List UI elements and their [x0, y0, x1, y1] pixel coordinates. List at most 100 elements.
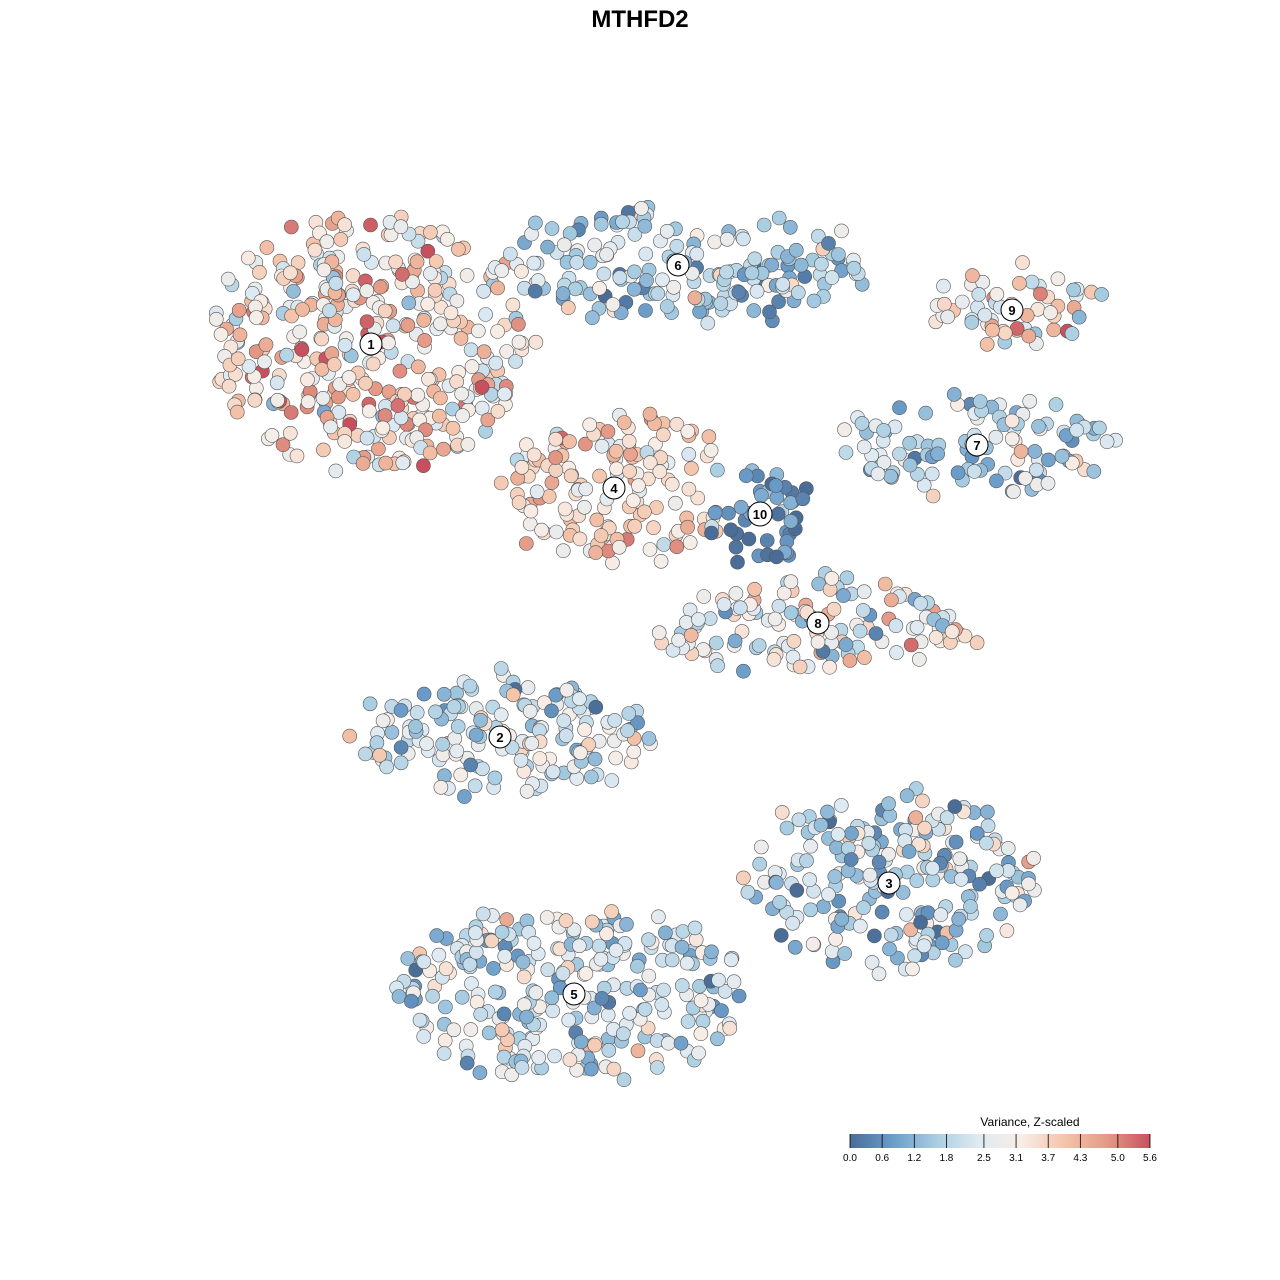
scatter-point	[783, 605, 799, 621]
scatter-point	[558, 913, 574, 928]
scatter-point	[1012, 275, 1027, 291]
cluster-label-5: 5	[562, 982, 586, 1006]
scatter-point	[649, 1060, 665, 1075]
scatter-point	[939, 810, 955, 826]
scatter-point	[375, 713, 391, 729]
scatter-point	[889, 645, 904, 660]
scatter-point	[540, 962, 556, 978]
scatter-point	[655, 427, 671, 443]
scatter-point	[577, 722, 592, 738]
scatter-point	[668, 495, 683, 511]
scatter-point	[440, 232, 455, 247]
scatter-point	[523, 503, 539, 519]
scatter-point	[569, 1062, 585, 1078]
scatter-point	[669, 539, 685, 555]
scatter-point	[630, 715, 645, 731]
scatter-point	[587, 751, 603, 767]
scatter-point	[916, 938, 932, 954]
scatter-point	[874, 904, 890, 920]
cluster-label-badge	[488, 725, 512, 749]
scatter-point	[583, 769, 599, 785]
scatter-point	[680, 424, 696, 439]
scatter-point	[689, 246, 705, 262]
scatter-point	[385, 318, 401, 334]
scatter-point	[641, 968, 657, 984]
scatter-point	[813, 817, 829, 833]
scatter-point	[623, 446, 638, 462]
scatter-point	[771, 210, 787, 226]
scatter-point	[988, 429, 1004, 445]
scatter-point	[356, 247, 372, 262]
scatter-point	[403, 993, 419, 1009]
scatter-point	[1022, 393, 1037, 409]
scatter-point	[358, 375, 373, 391]
scatter-point	[275, 437, 291, 453]
scatter-point	[463, 757, 478, 773]
scatter-point	[300, 372, 315, 388]
legend-colorbar	[850, 1134, 1150, 1148]
scatter-point	[868, 626, 884, 641]
scatter-point	[607, 713, 623, 728]
scatter-point	[410, 359, 426, 375]
scatter-point	[472, 1065, 488, 1080]
scatter-point	[578, 481, 594, 497]
scatter-point	[913, 915, 928, 930]
scatter-point	[316, 262, 332, 278]
scatter-point	[883, 468, 898, 484]
scatter-point	[494, 924, 510, 940]
scatter-point	[783, 513, 799, 529]
scatter-point	[658, 925, 673, 941]
scatter-point	[888, 618, 904, 634]
scatter-point	[773, 928, 789, 943]
cluster-label-6: 6	[666, 253, 690, 277]
scatter-point	[333, 232, 349, 247]
scatter-point	[664, 476, 680, 492]
scatter-point	[504, 1067, 520, 1083]
scatter-point	[548, 431, 564, 447]
scatter-point	[864, 955, 880, 970]
scatter-point	[391, 989, 407, 1004]
scatter-point	[659, 299, 675, 314]
scatter-point	[925, 488, 941, 504]
scatter-point	[985, 322, 1000, 338]
scatter-point	[527, 283, 543, 299]
scatter-point	[241, 359, 257, 374]
scatter-point	[425, 988, 440, 1004]
scatter-point	[731, 284, 747, 300]
scatter-point	[1094, 287, 1109, 302]
scatter-point	[594, 991, 610, 1006]
scatter-point	[723, 952, 739, 968]
scatter-point	[792, 659, 808, 675]
scatter-point	[626, 744, 642, 760]
chart-title: MTHFD2	[591, 6, 688, 33]
scatter-point	[915, 793, 930, 809]
scatter-point	[711, 972, 726, 988]
scatter-point	[220, 271, 236, 287]
scatter-point	[528, 334, 544, 350]
scatter-point	[615, 1026, 631, 1042]
legend-tick-label: 5.6	[1143, 1153, 1157, 1164]
scatter-point	[619, 916, 634, 932]
cluster-label-text: 10	[753, 507, 767, 522]
scatter-point	[964, 315, 980, 330]
scatter-point	[342, 728, 358, 744]
scatter-point	[319, 234, 335, 249]
scatter-point	[856, 900, 871, 916]
scatter-point	[719, 264, 734, 280]
scatter-point	[516, 997, 532, 1013]
scatter-point	[519, 1009, 534, 1025]
scatter-point	[600, 424, 616, 439]
scatter-point	[416, 458, 431, 474]
scatter-point	[666, 279, 682, 295]
scatter-point	[436, 1046, 452, 1061]
scatter-point	[438, 999, 453, 1015]
scatter-point	[436, 686, 452, 702]
scatter-point	[997, 325, 1013, 341]
scatter-point	[678, 615, 694, 630]
scatter-point	[669, 416, 685, 432]
scatter-point	[630, 1043, 646, 1059]
scatter-point	[803, 838, 818, 854]
scatter-point	[558, 728, 574, 743]
scatter-point	[756, 217, 772, 233]
scatter-point	[563, 468, 579, 484]
